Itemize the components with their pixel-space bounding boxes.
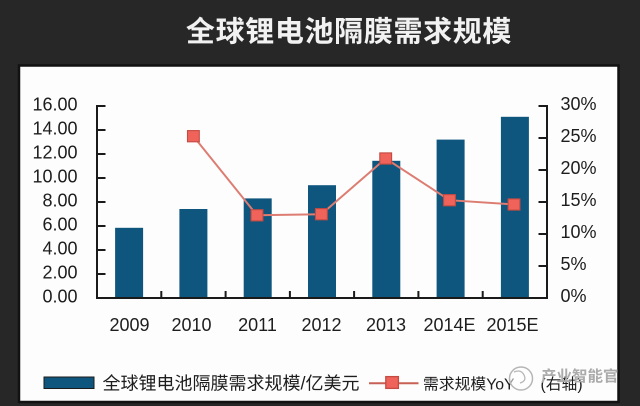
svg-text:14.00: 14.00: [32, 115, 77, 141]
svg-text:25%: 25%: [561, 122, 597, 148]
svg-text:16.00: 16.00: [32, 91, 77, 117]
svg-text:全球锂电池隔膜需求规模: 全球锂电池隔膜需求规模: [186, 9, 512, 51]
svg-text:4.00: 4.00: [42, 235, 77, 261]
svg-text:0%: 0%: [561, 282, 587, 308]
svg-text:需求规模YoY: 需求规模YoY: [423, 372, 515, 395]
svg-text:0.00: 0.00: [42, 283, 77, 309]
svg-text:2013: 2013: [366, 311, 406, 337]
svg-text:10%: 10%: [561, 218, 597, 244]
svg-text:20%: 20%: [561, 154, 597, 180]
svg-text:5%: 5%: [561, 250, 587, 276]
svg-text:30%: 30%: [561, 90, 597, 116]
svg-text:2010: 2010: [171, 311, 211, 337]
svg-text:2014E: 2014E: [423, 311, 475, 337]
svg-text:10.00: 10.00: [32, 163, 77, 189]
svg-text:2009: 2009: [109, 311, 149, 337]
svg-text:15%: 15%: [561, 186, 597, 212]
svg-text:6.00: 6.00: [42, 211, 77, 237]
svg-text:(右轴): (右轴): [541, 372, 583, 395]
svg-text:2012: 2012: [301, 311, 341, 337]
svg-text:8.00: 8.00: [42, 187, 77, 213]
svg-text:2.00: 2.00: [42, 259, 77, 285]
svg-text:2011: 2011: [238, 311, 277, 337]
svg-text:全球锂电池隔膜需求规模/亿美元: 全球锂电池隔膜需求规模/亿美元: [103, 370, 360, 396]
svg-text:12.00: 12.00: [32, 139, 77, 165]
svg-text:产业智能官: 产业智能官: [541, 365, 619, 387]
svg-text:2015E: 2015E: [486, 311, 538, 337]
